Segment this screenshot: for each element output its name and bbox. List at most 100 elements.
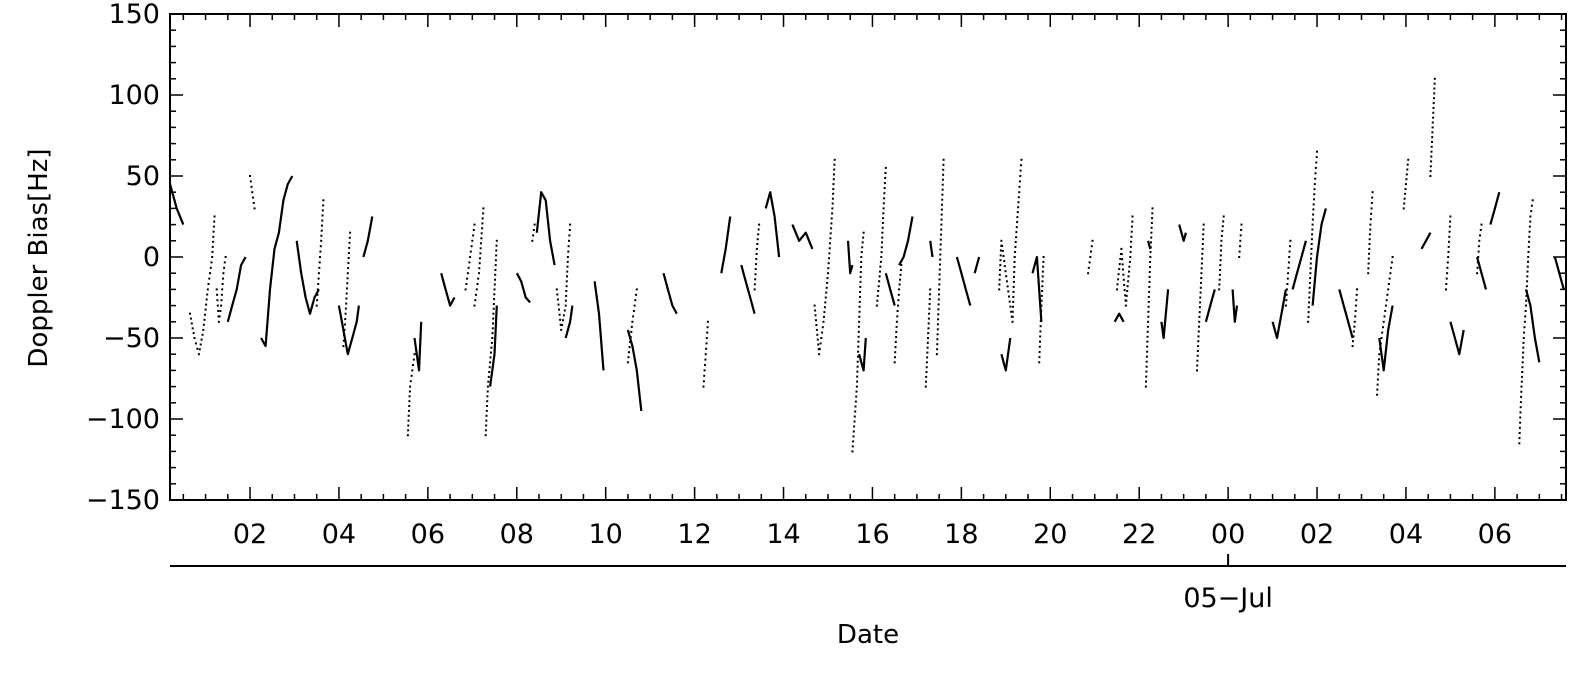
data-point <box>633 304 636 307</box>
data-point <box>205 303 208 306</box>
data-point <box>856 380 859 383</box>
data-point <box>1445 277 1448 280</box>
data-point <box>207 283 210 285</box>
data-point <box>481 217 484 220</box>
data-point <box>1042 256 1045 258</box>
data-point <box>567 250 570 253</box>
date-label: 05−Jul <box>1183 583 1273 614</box>
data-point <box>939 248 942 251</box>
data-point <box>494 278 496 281</box>
data-point <box>634 299 637 302</box>
data-point <box>1148 290 1151 293</box>
data-point <box>1197 335 1200 338</box>
data-point <box>1001 244 1004 247</box>
data-point <box>1145 375 1148 378</box>
data-point <box>1014 246 1017 248</box>
pass-track-82 <box>1553 256 1565 290</box>
data-point <box>206 288 209 291</box>
data-point <box>1525 299 1528 302</box>
data-point <box>1404 188 1407 190</box>
data-point <box>1309 262 1312 265</box>
data-point <box>1088 261 1091 264</box>
data-point <box>1147 305 1150 308</box>
data-point <box>1151 207 1154 210</box>
data-point <box>702 380 705 383</box>
data-point <box>1310 257 1312 260</box>
data-point <box>1038 345 1041 348</box>
pass-track-12 <box>413 321 423 372</box>
data-point <box>1131 225 1133 228</box>
data-point <box>1041 285 1044 288</box>
data-point <box>1011 315 1014 318</box>
data-point <box>755 258 758 260</box>
data-point <box>490 351 492 354</box>
y-tick-label: 100 <box>108 80 160 111</box>
data-point <box>348 236 351 239</box>
data-point <box>937 303 940 306</box>
pass-track-73 <box>1420 232 1432 250</box>
data-point <box>858 300 861 303</box>
data-point <box>409 385 412 388</box>
data-point <box>925 366 928 369</box>
data-point <box>1239 239 1242 242</box>
data-point <box>1014 251 1017 253</box>
x-tick-label: 02 <box>1300 519 1334 550</box>
data-point <box>321 224 323 227</box>
data-point <box>411 369 414 372</box>
data-point <box>1041 290 1044 292</box>
data-point <box>249 175 251 177</box>
data-point <box>407 414 410 417</box>
data-point <box>1147 315 1150 318</box>
data-point <box>758 223 761 226</box>
data-point <box>1316 150 1318 153</box>
data-point <box>1124 294 1127 297</box>
data-point <box>566 260 569 263</box>
data-point <box>204 308 207 311</box>
data-point <box>823 306 826 309</box>
data-point <box>883 197 886 200</box>
data-point <box>882 212 885 215</box>
data-point <box>1448 225 1451 228</box>
data-point <box>1091 239 1094 242</box>
data-point <box>1430 160 1433 163</box>
data-point <box>823 311 826 314</box>
pass-dots-27 <box>702 320 709 388</box>
data-point <box>1432 102 1435 105</box>
pass-dots-35 <box>851 231 865 453</box>
data-point <box>1220 249 1222 252</box>
data-point <box>1367 272 1370 275</box>
data-point <box>486 395 489 398</box>
data-point <box>1122 273 1125 276</box>
data-point <box>1221 230 1224 233</box>
data-point <box>940 233 942 236</box>
pass-dots-43 <box>935 158 945 356</box>
data-point <box>1129 245 1132 248</box>
data-point <box>1519 406 1522 409</box>
data-point <box>831 212 834 215</box>
data-point <box>827 262 830 265</box>
data-point <box>1145 370 1148 373</box>
data-point <box>1202 238 1204 241</box>
data-point <box>469 250 472 253</box>
pass-track-60 <box>1231 289 1239 323</box>
data-point <box>1529 215 1532 218</box>
data-point <box>481 222 484 225</box>
data-point <box>1040 304 1043 307</box>
data-point <box>1147 320 1150 323</box>
data-point <box>1145 355 1148 358</box>
data-point <box>754 278 757 281</box>
data-point <box>1089 256 1092 258</box>
pass-track-22 <box>564 305 574 339</box>
data-point <box>1527 245 1530 248</box>
data-point <box>927 317 930 320</box>
pass-dots-75 <box>1445 215 1452 291</box>
data-point <box>224 256 227 258</box>
data-point <box>857 335 860 338</box>
data-point <box>816 333 819 336</box>
data-point <box>321 214 324 217</box>
data-point <box>217 310 220 312</box>
data-point <box>1149 251 1152 254</box>
data-point <box>1118 263 1121 266</box>
data-point <box>998 273 1001 276</box>
data-point <box>899 273 902 276</box>
